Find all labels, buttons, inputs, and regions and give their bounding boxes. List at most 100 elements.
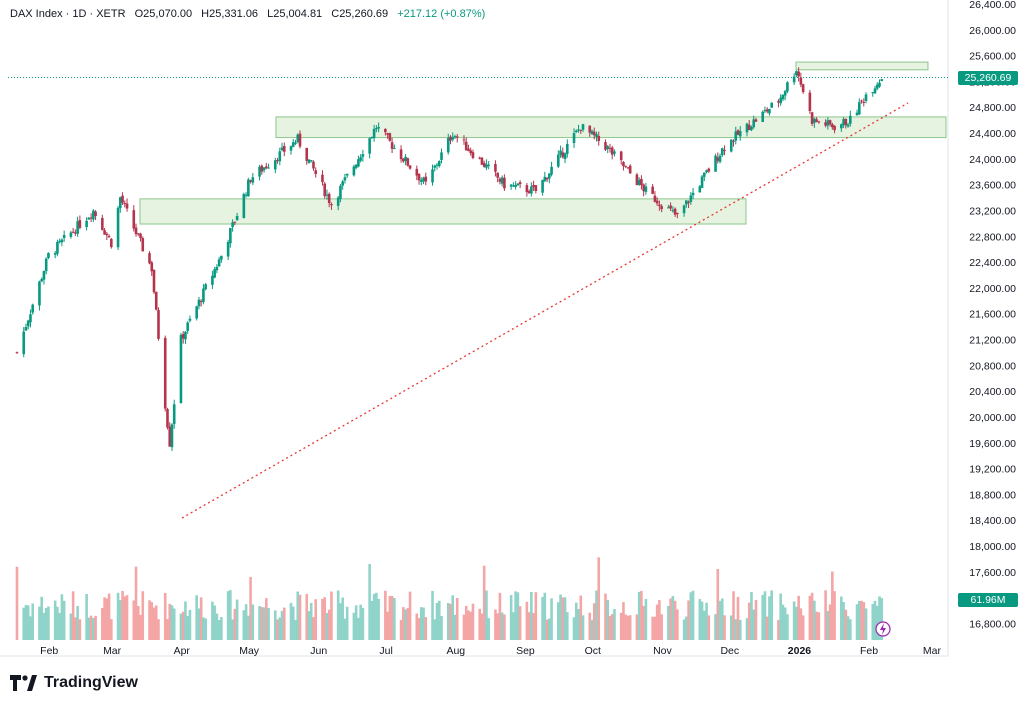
volume-bar bbox=[38, 606, 41, 640]
x-tick-label: Feb bbox=[860, 645, 878, 657]
candle-body bbox=[590, 130, 594, 134]
candle-body bbox=[42, 271, 46, 280]
x-tick-label: Feb bbox=[40, 645, 58, 657]
volume-bar bbox=[716, 568, 720, 640]
volume-bar bbox=[323, 597, 327, 640]
candle-body bbox=[453, 136, 457, 138]
candle-body bbox=[38, 281, 41, 306]
y-tick-label: 22,400.00 bbox=[969, 257, 1016, 269]
volume-bar bbox=[530, 591, 533, 640]
volume-bar bbox=[527, 612, 531, 640]
volume-bar bbox=[92, 618, 95, 640]
volume-bar bbox=[626, 615, 630, 640]
volume-bar bbox=[343, 618, 347, 640]
x-tick-label: Sep bbox=[516, 645, 535, 657]
candle-body bbox=[826, 120, 830, 126]
volume-bar bbox=[336, 590, 340, 640]
candle-body bbox=[548, 173, 551, 179]
volume-bar bbox=[121, 590, 124, 640]
volume-bar bbox=[372, 593, 376, 640]
candle-body bbox=[765, 109, 769, 112]
volume-bar bbox=[478, 608, 481, 640]
volume-bar bbox=[415, 613, 419, 640]
volume-bar bbox=[655, 604, 659, 640]
candle-body bbox=[361, 154, 365, 157]
volume-bar bbox=[188, 609, 192, 640]
x-tick-label: 2026 bbox=[788, 645, 812, 657]
volume-bar bbox=[644, 599, 648, 640]
candle-body bbox=[622, 162, 625, 167]
y-tick-label: 24,800.00 bbox=[969, 102, 1016, 114]
tradingview-logo[interactable]: TradingView bbox=[10, 674, 138, 692]
candle-body bbox=[229, 227, 232, 244]
volume-bar bbox=[723, 615, 726, 640]
volume-bar bbox=[215, 613, 219, 640]
volume-bar bbox=[534, 592, 538, 640]
volume-bar bbox=[581, 615, 585, 640]
volume-bar bbox=[824, 590, 827, 640]
candle-body bbox=[235, 216, 239, 221]
volume-bar bbox=[673, 600, 677, 640]
volume-bar bbox=[795, 606, 798, 640]
symbol-label[interactable]: DAX Index · 1D · XETR bbox=[10, 8, 126, 20]
volume-bar bbox=[653, 616, 657, 640]
volume-bar bbox=[579, 595, 583, 640]
volume-bar bbox=[705, 602, 708, 640]
candle-body bbox=[184, 331, 187, 340]
volume-bar bbox=[464, 605, 468, 640]
candle-body bbox=[125, 203, 129, 209]
volume-bar bbox=[132, 600, 136, 640]
candle-body bbox=[181, 334, 185, 339]
volume-bar bbox=[368, 564, 371, 640]
candle-body bbox=[642, 184, 645, 192]
candle-body bbox=[500, 177, 504, 184]
volume-bar bbox=[860, 600, 863, 640]
candle-body bbox=[368, 138, 371, 154]
candle-body bbox=[783, 91, 787, 96]
volume-bar bbox=[166, 619, 169, 640]
candle-body bbox=[738, 131, 742, 137]
candle-body bbox=[305, 147, 309, 161]
volume-bar bbox=[817, 612, 821, 640]
volume-bar bbox=[87, 617, 91, 640]
candle-body bbox=[808, 92, 812, 112]
candle-body bbox=[188, 318, 192, 321]
volume-bar bbox=[592, 603, 596, 640]
candle-body bbox=[606, 146, 610, 150]
volume-bar bbox=[878, 596, 881, 640]
volume-bar bbox=[202, 617, 205, 640]
x-tick-label: Dec bbox=[720, 645, 739, 657]
volume-bar bbox=[462, 614, 466, 640]
candle-body bbox=[608, 147, 612, 149]
candle-body bbox=[588, 125, 592, 133]
candle-body bbox=[415, 168, 419, 176]
volume-bar bbox=[384, 590, 387, 640]
volume-bar bbox=[312, 617, 315, 640]
volume-bar bbox=[53, 600, 57, 640]
y-tick-label: 19,600.00 bbox=[969, 438, 1016, 450]
candle-body bbox=[530, 186, 533, 194]
candle-body bbox=[325, 194, 329, 196]
volume-bar bbox=[828, 604, 832, 640]
candle-body bbox=[518, 182, 522, 185]
candle-body bbox=[157, 310, 160, 339]
volume-bar bbox=[500, 612, 504, 640]
candle-body bbox=[635, 174, 639, 186]
candle-body bbox=[404, 156, 407, 162]
candle-body bbox=[705, 170, 708, 173]
candle-body bbox=[399, 149, 403, 160]
volume-bar bbox=[844, 609, 848, 640]
x-tick-label: Jun bbox=[310, 645, 327, 657]
candle-body bbox=[449, 136, 452, 141]
volume-bar bbox=[770, 590, 773, 640]
candle-body bbox=[375, 128, 378, 130]
volume-bar bbox=[69, 613, 73, 640]
y-tick-label: 21,200.00 bbox=[969, 335, 1016, 347]
change-value: +217.12 (+0.87%) bbox=[397, 8, 486, 20]
volume-bar bbox=[154, 605, 158, 640]
candle-body bbox=[673, 208, 677, 215]
candle-body bbox=[792, 76, 796, 83]
candle-body bbox=[402, 158, 405, 162]
candle-body bbox=[559, 150, 562, 155]
